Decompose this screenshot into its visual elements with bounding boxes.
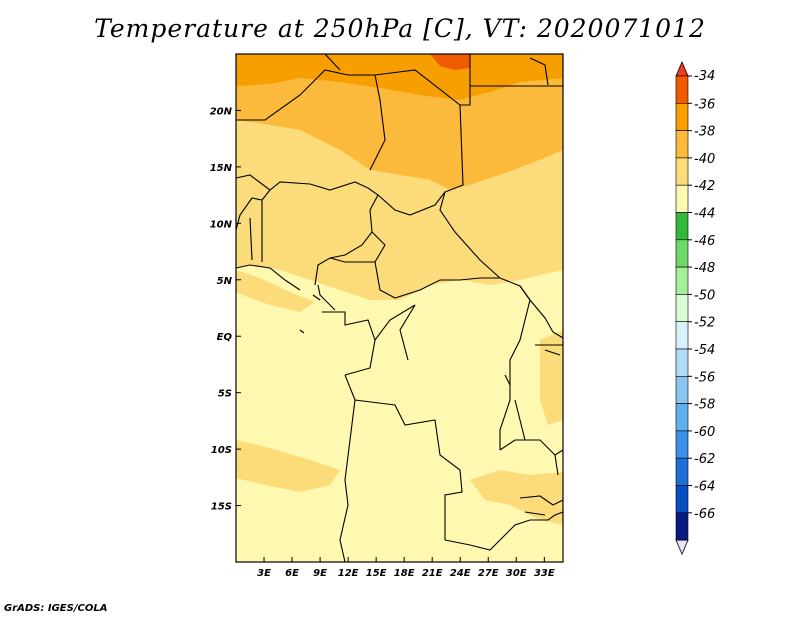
temp-band-north-36 — [236, 54, 563, 100]
colorbar-label: -54 — [694, 343, 715, 358]
temp-patch-40-west — [236, 270, 315, 312]
lat-tick-label: 15N — [210, 163, 233, 174]
lat-tick-label: 20N — [210, 106, 233, 117]
map-frame — [235, 53, 564, 563]
temp-patch-40-south — [236, 440, 340, 492]
colorbar-swatch — [675, 403, 689, 432]
lon-tick-label: 21E — [422, 568, 443, 579]
colorbar-label: -38 — [694, 125, 715, 140]
lon-ticks: 3E 6E 9E 12E 15E 18E 21E 24E 27E 30E 33E — [257, 557, 555, 579]
colorbar-swatch — [675, 266, 689, 295]
lon-tick-label: 15E — [366, 568, 387, 579]
colorbar-label: -56 — [694, 370, 715, 385]
colorbar-label: -66 — [694, 507, 715, 522]
colorbar-swatch — [675, 485, 689, 514]
temp-band-north-34 — [430, 54, 470, 70]
lon-tick-label: 24E — [450, 568, 471, 579]
colorbar-label: -60 — [694, 425, 715, 440]
colorbar-label: -64 — [694, 480, 715, 495]
colorbar-label: -40 — [694, 152, 715, 167]
temp-patch-40-east — [540, 330, 563, 425]
lat-tick-label: EQ — [217, 332, 233, 343]
map-title: Temperature at 250hPa [C], VT: 202007101… — [94, 14, 706, 43]
colorbar-label: -58 — [694, 398, 715, 413]
colorbar-swatch — [675, 321, 689, 350]
lat-tick-label: 10N — [210, 219, 233, 230]
lon-tick-label: 3E — [257, 568, 271, 579]
colorbar-label: -62 — [694, 452, 715, 467]
lon-tick-label: 6E — [285, 568, 299, 579]
temp-band-40 — [236, 120, 563, 300]
colorbar-label: -44 — [694, 207, 715, 222]
colorbar-swatch — [675, 294, 689, 322]
colorbar-swatch — [675, 430, 689, 459]
lat-tick-label: 10S — [211, 445, 232, 456]
colorbar-swatch — [675, 103, 689, 131]
colorbar-label: -36 — [694, 97, 715, 112]
lon-tick-label: 18E — [394, 568, 415, 579]
colorbar-swatch — [675, 130, 689, 159]
colorbar: -34 -36 -38 -40 -42 -44 -46 -48 -50 -52 -54 -56 -58 -… — [675, 60, 715, 556]
colorbar-swatch — [675, 157, 689, 186]
colorbar-label: -42 — [694, 179, 715, 194]
colorbar-swatch — [675, 239, 689, 268]
colorbar-swatch — [675, 212, 689, 241]
lat-tick-label: 5N — [217, 276, 233, 287]
colorbar-swatch — [675, 512, 689, 541]
colorbar-label: -52 — [694, 316, 715, 331]
lon-tick-label: 9E — [313, 568, 327, 579]
colorbar-swatch — [675, 75, 689, 104]
lon-tick-label: 30E — [506, 568, 527, 579]
colorbar-label: -46 — [694, 234, 715, 249]
colorbar-swatch — [675, 348, 689, 377]
lon-tick-label: 27E — [478, 568, 499, 579]
colorbar-under-triangle — [675, 539, 689, 556]
credit-label: GrADS: IGES/COLA — [4, 603, 108, 614]
colorbar-swatch — [675, 375, 689, 404]
colorbar-swatch — [675, 184, 689, 213]
lon-tick-label: 33E — [534, 568, 555, 579]
lon-tick-label: 12E — [338, 568, 359, 579]
colorbar-label: -48 — [694, 261, 715, 276]
lat-tick-label: 15S — [211, 502, 232, 513]
country-borders — [235, 53, 564, 563]
colorbar-over-triangle — [675, 60, 689, 77]
map-panel: 20N 15N 10N 5N EQ 5S 10S 15S 3E 6E 9E 12E 15E 18E 21E… — [210, 53, 564, 579]
colorbar-swatch — [675, 457, 689, 486]
lat-ticks: 20N 15N 10N 5N EQ 5S 10S 15S — [210, 106, 241, 513]
lat-tick-label: 5S — [218, 389, 232, 400]
colorbar-label: -34 — [694, 69, 715, 84]
colorbar-label: -50 — [694, 288, 715, 303]
temp-patch-40-southeast — [470, 470, 563, 525]
